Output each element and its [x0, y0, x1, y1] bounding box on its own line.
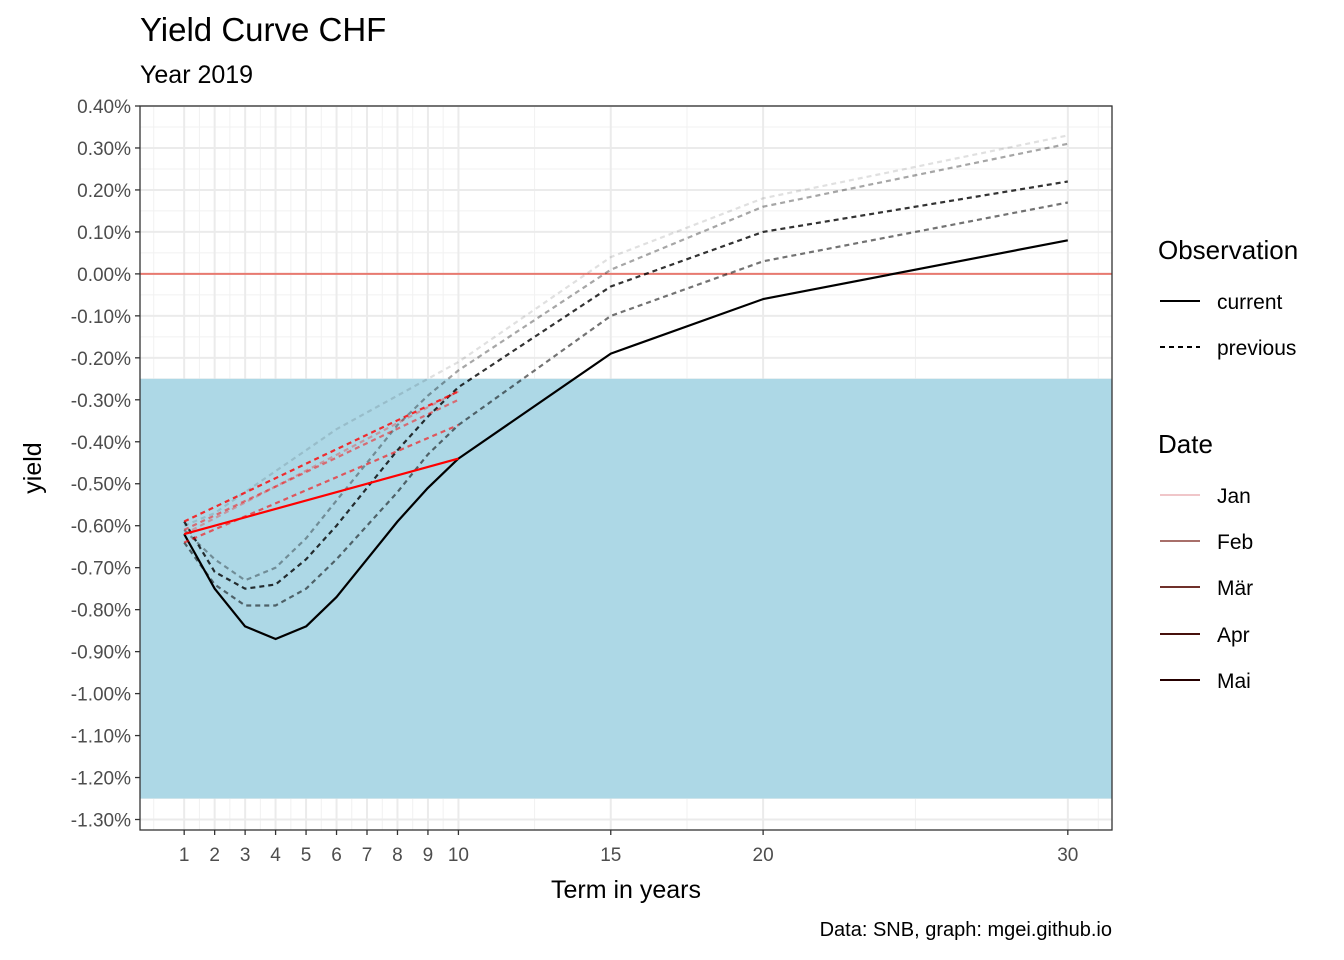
x-tick-label: 10	[448, 845, 469, 866]
chart-title: Yield Curve CHF	[140, 11, 386, 48]
series-line-maer	[183, 180, 1068, 590]
x-tick-label: 3	[240, 845, 251, 866]
y-tick-label: 0.30%	[77, 139, 131, 160]
y-tick-label: -1.10%	[71, 727, 131, 748]
chart-caption: Data: SNB, graph: mgei.github.io	[820, 919, 1112, 941]
y-tick-label: 0.20%	[77, 181, 131, 202]
y-tick-label: -0.30%	[71, 391, 131, 412]
x-tick-label: 4	[270, 845, 281, 866]
y-tick-label: -1.00%	[71, 685, 131, 706]
policy-line-mai	[183, 457, 459, 536]
y-tick-label: 0.40%	[77, 97, 131, 118]
x-tick-label: 2	[209, 845, 220, 866]
policy-rate-layer	[183, 390, 459, 544]
legend-label-current: current	[1217, 291, 1283, 314]
series-layer	[183, 134, 1069, 641]
y-tick-label: -0.20%	[71, 349, 131, 370]
legend-label-apr: Apr	[1217, 624, 1250, 647]
y-tick-label: -0.40%	[71, 433, 131, 454]
policy-line-feb	[183, 398, 459, 531]
policy-line-maer	[183, 390, 459, 523]
y-tick-label: 0.10%	[77, 223, 131, 244]
series-line-mai	[183, 239, 1069, 641]
panel-border-layer	[139, 105, 1113, 831]
y-tick-label: -0.90%	[71, 643, 131, 664]
x-tick-label: 7	[362, 845, 373, 866]
legend: Observation current previous Date Jan Fe…	[1158, 235, 1298, 693]
legend-label-mai: Mai	[1217, 670, 1251, 693]
y-tick-label: -0.80%	[71, 601, 131, 622]
x-tick-label: 1	[179, 845, 190, 866]
x-tick-label: 8	[392, 845, 403, 866]
x-tick-label: 30	[1057, 845, 1078, 866]
x-axis-title: Term in years	[551, 876, 701, 904]
y-axis-title: yield	[19, 442, 47, 493]
y-tick-label: -0.10%	[71, 307, 131, 328]
axis-ticks: 0.40% 0.30% 0.20% 0.10% 0.00% -0.10% -0.20% -0.…	[71, 97, 1079, 866]
legend-label-maer: Mär	[1217, 577, 1253, 600]
x-tick-label: 6	[331, 845, 342, 866]
y-tick-label: -0.50%	[71, 475, 131, 496]
policy-line-apr	[183, 423, 459, 544]
y-tick-label: -1.30%	[71, 811, 131, 832]
legend-label-feb: Feb	[1217, 531, 1253, 554]
chart-subtitle: Year 2019	[140, 61, 253, 89]
x-tick-label: 9	[423, 845, 434, 866]
y-tick-label: -0.70%	[71, 559, 131, 580]
policy-line-jan	[183, 390, 459, 536]
y-tick-label: -0.60%	[71, 517, 131, 538]
legend-label-jan: Jan	[1217, 485, 1251, 508]
legend-label-previous: previous	[1217, 337, 1296, 360]
series-line-jan	[183, 134, 1069, 527]
shaded-band-layer	[140, 378, 1112, 799]
x-tick-label: 15	[600, 845, 621, 866]
legend-title-date: Date	[1158, 429, 1213, 459]
x-tick-label: 20	[753, 845, 774, 866]
shaded-band	[140, 378, 1112, 799]
panel-border	[139, 105, 1113, 831]
y-tick-label: -1.20%	[71, 769, 131, 790]
y-tick-label: 0.00%	[77, 265, 131, 286]
legend-title-observation: Observation	[1158, 235, 1298, 265]
x-tick-label: 5	[301, 845, 312, 866]
